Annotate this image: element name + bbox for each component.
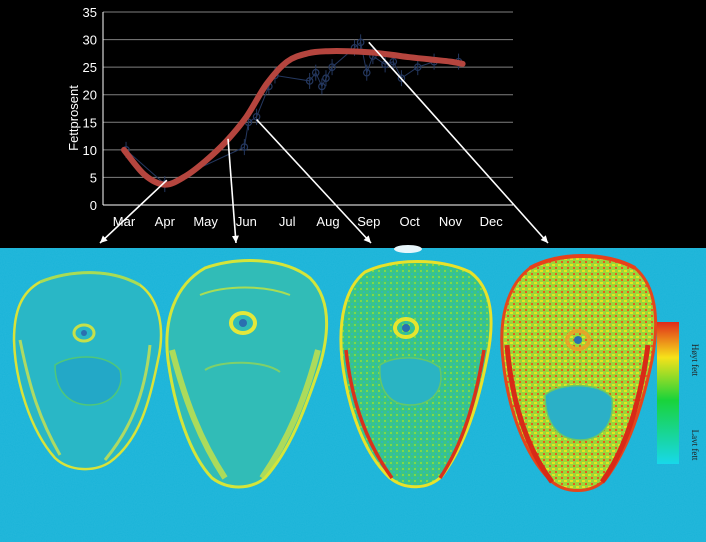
observation-point (318, 82, 326, 91)
axes (102, 12, 513, 206)
mri-scan-panel: Høyt fett Lavt fett (0, 245, 706, 542)
fitted-curve (121, 47, 466, 188)
arrowhead-2 (231, 235, 239, 243)
connector-arrow-1 (99, 179, 168, 244)
y-tick-label: 5 (90, 170, 97, 185)
x-tick-label-oct: Oct (399, 214, 420, 229)
x-tick-labels: MarAprMayJunJulAugSepOctNovDec (113, 214, 503, 229)
connector-arrows (99, 41, 549, 244)
observation-point (311, 68, 320, 77)
observation-point (362, 68, 371, 77)
gridlines (103, 11, 513, 178)
arrowhead-1 (100, 235, 108, 243)
observation-point (389, 57, 398, 66)
x-tick-label-dec: Dec (480, 214, 504, 229)
arrowhead-3 (363, 235, 371, 243)
y-tick-label: 10 (83, 143, 97, 158)
fat-colorbar: Høyt fett Lavt fett (657, 322, 700, 464)
observation-point (413, 63, 422, 71)
observation-line (125, 41, 459, 185)
x-tick-label-jun: Jun (236, 214, 257, 229)
observation-point (397, 74, 406, 82)
y-axis-label: Fettprosent (66, 85, 81, 151)
x-tick-label-apr: Apr (155, 214, 176, 229)
observation-point (322, 74, 330, 82)
colorbar-low-label: Lavt fett (690, 430, 700, 461)
y-tick-label: 15 (83, 115, 97, 130)
connector-arrow-3 (256, 118, 372, 244)
observation-point (356, 38, 365, 47)
y-tick-label: 30 (83, 33, 97, 48)
arrowhead-4 (540, 235, 548, 243)
scan-1-low-fat (12, 271, 163, 471)
scan-4-very-high-fat (500, 254, 658, 492)
colorbar-gradient (657, 322, 679, 464)
observation-point (305, 77, 314, 85)
connector-arrow-2 (227, 138, 237, 244)
x-tick-label-nov: Nov (439, 214, 463, 229)
connector-arrow-4 (368, 41, 549, 244)
observation-point (328, 63, 336, 71)
x-tick-label-jul: Jul (279, 214, 296, 229)
y-tick-labels: 0 5 10 15 20 25 30 35 (83, 5, 97, 213)
x-tick-label-aug: Aug (316, 214, 339, 229)
scan-artifact (394, 245, 422, 253)
scan-2-moderate-fat (165, 259, 329, 489)
y-tick-label: 35 (83, 5, 97, 20)
x-tick-label-may: May (193, 214, 218, 229)
scan-3-high-fat (339, 260, 493, 489)
y-tick-label: 0 (90, 198, 97, 213)
y-tick-label: 20 (83, 88, 97, 103)
x-tick-label-sep: Sep (357, 214, 380, 229)
colorbar-high-label: Høyt fett (690, 344, 700, 377)
y-tick-label: 25 (83, 60, 97, 75)
observation-point (240, 143, 249, 151)
